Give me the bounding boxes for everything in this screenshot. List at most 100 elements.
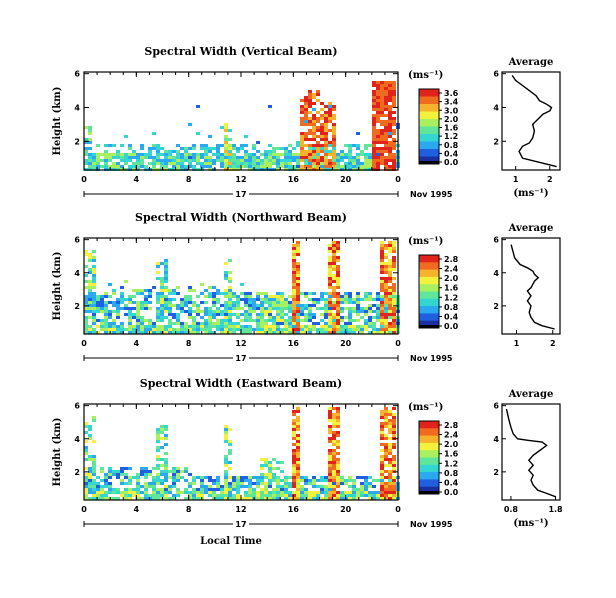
heatmap-cell bbox=[332, 461, 336, 464]
heatmap-cell bbox=[156, 446, 160, 449]
heatmap-cell bbox=[336, 331, 340, 334]
heatmap-cell bbox=[304, 132, 308, 135]
heatmap-cell bbox=[388, 425, 392, 428]
heatmap-cell bbox=[348, 159, 352, 162]
heatmap-cell bbox=[104, 295, 108, 298]
heatmap-cell bbox=[328, 425, 332, 428]
heatmap-cell bbox=[208, 313, 212, 316]
heatmap-cell bbox=[356, 310, 360, 313]
heatmap-cell bbox=[284, 488, 288, 491]
heatmap-cell bbox=[372, 90, 376, 93]
average-y-tick-label: 6 bbox=[493, 70, 499, 79]
heatmap-cell bbox=[132, 165, 136, 168]
heatmap-cell bbox=[172, 476, 176, 479]
heatmap-cell bbox=[88, 331, 92, 334]
heatmap-cell bbox=[316, 301, 320, 304]
heatmap-cell bbox=[312, 123, 316, 126]
heatmap-cell bbox=[296, 331, 300, 334]
heatmap-cell bbox=[148, 162, 152, 165]
heatmap-cell bbox=[348, 292, 352, 295]
heatmap-cell bbox=[188, 147, 192, 150]
heatmap-cell bbox=[168, 328, 172, 331]
heatmap-cell bbox=[380, 476, 384, 479]
heatmap-cell bbox=[168, 292, 172, 295]
heatmap-cell bbox=[380, 428, 384, 431]
heatmap-cell bbox=[248, 319, 252, 322]
heatmap-cell bbox=[216, 482, 220, 485]
heatmap-cell bbox=[308, 479, 312, 482]
heatmap-cell bbox=[156, 458, 160, 461]
heatmap-cell bbox=[336, 431, 340, 434]
heatmap-cell bbox=[224, 491, 228, 494]
colorbar-tick-label: 2.8 bbox=[444, 421, 459, 430]
x-tick-label: 20 bbox=[340, 505, 352, 514]
heatmap-cell bbox=[384, 156, 388, 159]
heatmap-cell bbox=[328, 262, 332, 265]
heatmap-cell bbox=[328, 482, 332, 485]
heatmap-cell bbox=[148, 292, 152, 295]
heatmap-cell bbox=[276, 331, 280, 334]
heatmap-cell bbox=[116, 298, 120, 301]
colorbar-frame bbox=[418, 254, 440, 329]
heatmap-cell bbox=[288, 156, 292, 159]
heatmap-cell bbox=[376, 90, 380, 93]
heatmap-cell bbox=[292, 479, 296, 482]
heatmap-cell bbox=[224, 455, 228, 458]
heatmap-cell bbox=[144, 331, 148, 334]
heatmap-cell bbox=[156, 265, 160, 268]
heatmap-cell bbox=[388, 132, 392, 135]
heatmap-cell bbox=[160, 310, 164, 313]
heatmap-cell bbox=[336, 286, 340, 289]
heatmap-cell bbox=[344, 301, 348, 304]
heatmap-cell bbox=[392, 322, 396, 325]
heatmap-cell bbox=[236, 485, 240, 488]
heatmap-cell bbox=[380, 319, 384, 322]
heatmap-cell bbox=[332, 247, 336, 250]
heatmap-cell bbox=[312, 102, 316, 105]
x-tick-label: 12 bbox=[235, 175, 246, 184]
heatmap-cell bbox=[388, 325, 392, 328]
heatmap-cell bbox=[296, 295, 300, 298]
heatmap-cell bbox=[388, 307, 392, 310]
heatmap-cell bbox=[108, 156, 112, 159]
heatmap-cell bbox=[240, 331, 244, 334]
x-tick-label: 12 bbox=[235, 505, 246, 514]
heatmap-cell bbox=[336, 476, 340, 479]
heatmap-cell bbox=[292, 289, 296, 292]
heatmap-cell bbox=[388, 491, 392, 494]
heatmap-cell bbox=[244, 497, 248, 500]
heatmap-cell bbox=[300, 165, 304, 168]
heatmap-cell bbox=[332, 473, 336, 476]
heatmap-cell bbox=[372, 331, 376, 334]
heatmap-cell bbox=[388, 165, 392, 168]
heatmap-cell bbox=[84, 328, 88, 331]
heatmap-cell bbox=[296, 449, 300, 452]
heatmap-cell bbox=[88, 289, 92, 292]
heatmap-cell bbox=[320, 295, 324, 298]
heatmap-cell bbox=[88, 428, 92, 431]
heatmap-cell bbox=[108, 467, 112, 470]
heatmap-cell bbox=[188, 310, 192, 313]
heatmap-cell bbox=[376, 141, 380, 144]
heatmap-cell bbox=[292, 482, 296, 485]
heatmap-cell bbox=[240, 497, 244, 500]
heatmap-cell bbox=[84, 446, 88, 449]
heatmap-cell bbox=[380, 298, 384, 301]
heatmap-cell bbox=[320, 126, 324, 129]
heatmap-cell bbox=[168, 331, 172, 334]
heatmap-cell bbox=[88, 328, 92, 331]
heatmap-cell bbox=[116, 153, 120, 156]
heatmap-cell bbox=[324, 497, 328, 500]
heatmap-cell bbox=[316, 322, 320, 325]
heatmap-cell bbox=[388, 328, 392, 331]
heatmap-cell bbox=[228, 150, 232, 153]
heatmap-cell bbox=[208, 494, 212, 497]
heatmap-cell bbox=[128, 328, 132, 331]
y-tick-label: 4 bbox=[74, 435, 80, 444]
heatmap-cell bbox=[384, 123, 388, 126]
colorbar-swatch bbox=[419, 104, 439, 112]
heatmap-cell bbox=[384, 165, 388, 168]
heatmap-cell bbox=[264, 319, 268, 322]
heatmap-cell bbox=[292, 452, 296, 455]
heatmap-cell bbox=[312, 117, 316, 120]
